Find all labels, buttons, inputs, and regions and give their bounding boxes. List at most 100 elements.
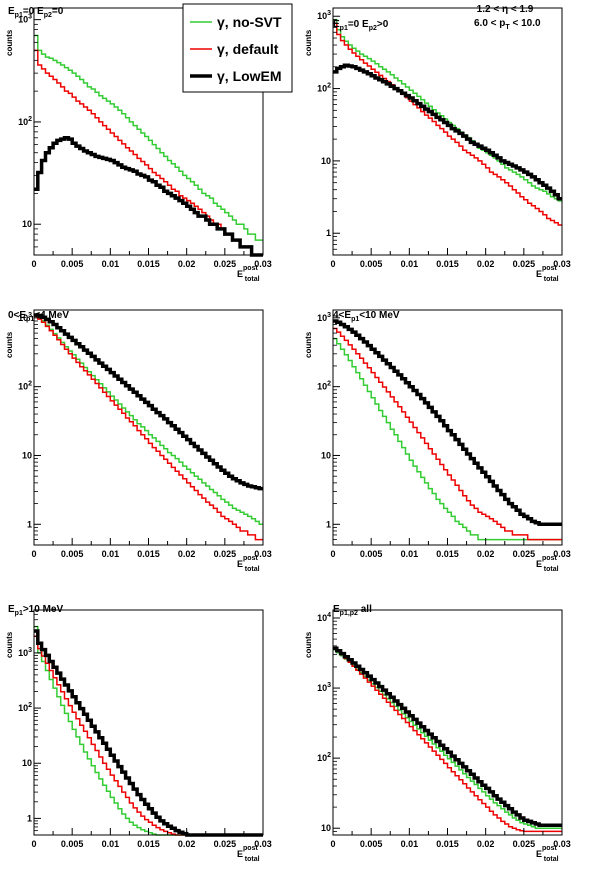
plot-frame <box>33 609 264 836</box>
x-tick-label: 0.005 <box>61 839 84 849</box>
y-tick-label: 10 <box>22 219 32 229</box>
x-tick-label: 0.02 <box>477 839 495 849</box>
y-axis-label: counts <box>304 631 313 658</box>
x-tick-label: 0.02 <box>477 259 495 269</box>
x-tick-label: 0 <box>31 259 36 269</box>
x-axis-label: Epost total <box>237 265 260 283</box>
y-tick-label: 103 <box>18 647 32 658</box>
x-tick-label: 0.025 <box>513 839 536 849</box>
y-tick-label: 1 <box>326 228 331 238</box>
y-axis-label: counts <box>5 331 14 358</box>
x-tick-label: 0.01 <box>401 549 419 559</box>
series-default-line <box>34 315 263 541</box>
x-tick-label: 0.015 <box>436 839 459 849</box>
y-tick-label: 102 <box>317 381 331 392</box>
series-nosvt-line <box>34 314 263 526</box>
x-tick-label: 0.01 <box>401 259 419 269</box>
x-tick-label: 0.025 <box>214 259 237 269</box>
x-tick-label: 0.005 <box>360 549 383 559</box>
x-tick-label: 0.005 <box>360 259 383 269</box>
panel-3: 0 0.005 0.01 0.015 0.02 0.025 0.03 1 10 102 103 cou… <box>5 309 272 573</box>
legend: γ, no-SVT γ, default γ, LowEM <box>182 3 293 93</box>
x-tick-label: 0.02 <box>178 839 196 849</box>
y-tick-label: 10 <box>22 450 32 460</box>
series-nosvt-line <box>34 34 263 241</box>
y-tick-label: 10 <box>321 823 331 833</box>
panel-5: 0 0.005 0.01 0.015 0.02 0.025 0.03 1 10 102 103 cou… <box>5 604 272 863</box>
series-nosvt-line <box>333 337 562 541</box>
panels-group: 0 0.005 0.01 0.015 0.02 0.025 0.0310102103coun… <box>5 6 571 863</box>
x-tick-label: 0.005 <box>61 549 84 559</box>
plot-frame <box>33 309 264 546</box>
x-tick-label: 0 <box>31 839 36 849</box>
y-tick-label: 1 <box>27 519 32 529</box>
x-axis-label: Epost total <box>237 555 260 573</box>
x-tick-label: 0.005 <box>360 839 383 849</box>
plot-frame <box>332 609 563 836</box>
series-default-line <box>333 22 562 226</box>
series-lowem-line <box>333 319 562 527</box>
info-box: 1.2 < η < 1.9 6.0 < pT < 10.0 <box>474 4 541 31</box>
series-default-line <box>34 49 263 256</box>
info-pt-sub: T <box>505 24 510 31</box>
x-axis-label: Epost total <box>536 265 559 283</box>
panel-4: 0 0.005 0.01 0.015 0.02 0.025 0.03 1 10 102 103 cou… <box>304 309 571 573</box>
y-tick-label: 103 <box>317 10 331 21</box>
y-tick-label: 103 <box>317 312 331 323</box>
x-axis-label: Epost total <box>536 555 559 573</box>
x-tick-label: 0.015 <box>436 549 459 559</box>
y-tick-label: 10 <box>321 156 331 166</box>
series-lowem-line <box>34 136 263 257</box>
x-tick-label: 0.015 <box>436 259 459 269</box>
info-pt-tail: < 10.0 <box>510 18 541 29</box>
y-tick-label: 10 <box>321 450 331 460</box>
info-pt-text: 6.0 < p <box>474 18 505 29</box>
panel-title: Ep1>10 MeV <box>8 604 63 617</box>
x-tick-label: 0.01 <box>102 839 120 849</box>
y-tick-label: 102 <box>18 702 32 713</box>
panel-1: 0 0.005 0.01 0.015 0.02 0.025 0.03 10 102 103 coun… <box>5 6 272 283</box>
y-tick-label: 102 <box>317 752 331 763</box>
x-tick-label: 0.025 <box>513 549 536 559</box>
y-tick-label: 1 <box>27 813 32 823</box>
y-tick-label: 103 <box>18 14 32 25</box>
x-tick-label: 0 <box>330 259 335 269</box>
x-tick-label: 0.01 <box>102 259 120 269</box>
legend-label: γ, LowEM <box>217 68 282 84</box>
series-default-line <box>333 327 562 541</box>
x-tick-label: 0.015 <box>137 259 160 269</box>
series-lowem-line <box>34 313 263 491</box>
panel-2: 0 0.005 0.01 0.015 0.02 0.025 0.03 1 10 102 103 cou… <box>304 7 571 283</box>
legend-label: γ, no-SVT <box>217 14 282 30</box>
x-tick-label: 0.02 <box>178 259 196 269</box>
series-lowem-line <box>333 646 562 828</box>
series-default-line <box>333 646 562 833</box>
panel-title: Ep1=0 Ep2>0 <box>333 19 389 32</box>
y-tick-label: 103 <box>317 682 331 693</box>
y-tick-label: 104 <box>317 612 331 623</box>
x-tick-label: 0.03 <box>553 839 571 849</box>
x-tick-label: 0.015 <box>137 549 160 559</box>
y-tick-label: 102 <box>18 116 32 127</box>
panel-title: 4<Ep1<10 MeV <box>333 310 400 323</box>
y-axis-label: counts <box>304 331 313 358</box>
info-pt-range: 6.0 < pT < 10.0 <box>474 18 541 31</box>
x-axis-label: Epost total <box>237 845 260 863</box>
x-tick-label: 0.03 <box>553 549 571 559</box>
x-tick-label: 0.01 <box>401 839 419 849</box>
x-tick-label: 0 <box>330 839 335 849</box>
x-tick-label: 0 <box>31 549 36 559</box>
x-tick-label: 0.025 <box>513 259 536 269</box>
series-lowem-line <box>333 63 562 201</box>
panel-6: 0 0.005 0.01 0.015 0.02 0.025 0.03 10 102 103 104 c… <box>304 604 571 863</box>
x-tick-label: 0.02 <box>477 549 495 559</box>
x-tick-label: 0 <box>330 549 335 559</box>
x-tick-label: 0.03 <box>254 259 272 269</box>
series-lowem-line <box>34 629 263 837</box>
panel-title: 0<Ep1<4 MeV <box>8 310 69 323</box>
y-tick-label: 10 <box>22 758 32 768</box>
x-tick-label: 0.03 <box>254 549 272 559</box>
y-tick-label: 1 <box>326 519 331 529</box>
legend-box <box>182 3 293 93</box>
